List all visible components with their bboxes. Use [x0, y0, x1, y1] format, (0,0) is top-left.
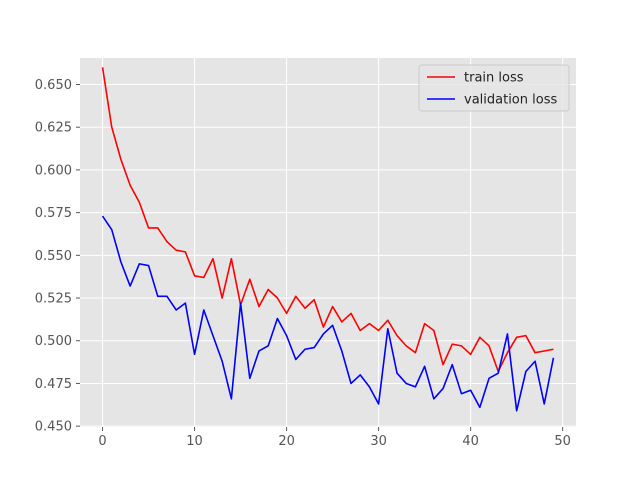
y-tick-label: 0.575 [35, 206, 72, 221]
x-tick-label: 10 [186, 434, 203, 449]
x-tick-label: 30 [370, 434, 387, 449]
series-group [101, 67, 555, 412]
x-axis: 0 10 20 30 40 50 [98, 427, 571, 449]
y-tick-label: 0.525 [35, 292, 72, 307]
series-line-1 [101, 215, 555, 412]
series-line-0 [101, 67, 554, 373]
y-tick-label: 0.600 [35, 163, 72, 178]
x-tick-label: 50 [554, 434, 571, 449]
x-tick-label: 20 [278, 434, 295, 449]
legend-box [418, 64, 570, 112]
y-axis: 0.450 0.475 0.500 0.525 0.550 0.575 0.600 0.625… [35, 78, 80, 435]
y-tick-label: 0.650 [35, 78, 72, 93]
y-tick-label: 0.625 [35, 121, 72, 136]
y-tick-label: 0.500 [35, 334, 72, 349]
y-tick-label: 0.450 [35, 420, 72, 435]
x-tick-label: 40 [462, 434, 479, 449]
legend: train loss validation loss [418, 64, 570, 112]
plot-area [80, 58, 576, 427]
y-tick-label: 0.475 [35, 377, 72, 392]
grid [80, 58, 576, 427]
legend-label: validation loss [464, 93, 557, 108]
x-tick-label: 0 [98, 434, 106, 449]
legend-label: train loss [464, 71, 524, 86]
y-tick-label: 0.550 [35, 249, 72, 264]
